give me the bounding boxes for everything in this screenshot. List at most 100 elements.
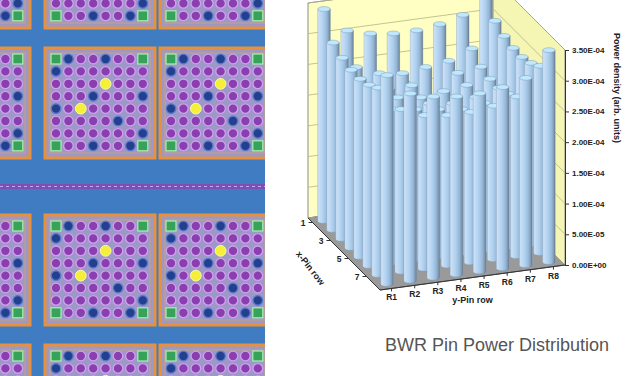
fuel-pin (203, 234, 213, 244)
gd-pin (138, 308, 148, 318)
fuel-pin (13, 296, 23, 306)
fuel-pin (203, 308, 213, 318)
fuel-pin (88, 234, 98, 244)
fuel-pin (216, 67, 226, 77)
fuel-pin (166, 0, 176, 8)
fuel-pin (113, 0, 123, 8)
fuel-pin (191, 11, 201, 21)
fuel-pin (241, 258, 251, 268)
bar-body (450, 96, 462, 277)
fuel-pin (253, 296, 263, 306)
fuel-pin (253, 116, 263, 126)
fuel-pin (179, 67, 189, 77)
fuel-pin (126, 91, 136, 101)
fuel-pin (113, 351, 123, 361)
fuel-pin (51, 283, 61, 293)
fuel-pin (101, 67, 111, 77)
fuel-pin (1, 79, 11, 89)
fuel-pin (253, 364, 263, 374)
fuel-pin (179, 258, 189, 268)
fuel-pin (241, 364, 251, 374)
fuel-pin (216, 104, 226, 114)
lattice (0, 0, 265, 376)
fuel-pin (179, 364, 189, 374)
bar-top (437, 89, 449, 94)
fuel-pin (216, 283, 226, 293)
fuel-pin (113, 141, 123, 151)
fuel-pin (88, 351, 98, 361)
fuel-pin (113, 79, 123, 89)
fuel-pin (216, 271, 226, 281)
assembly-inner (0, 53, 25, 153)
water-rod (75, 103, 86, 114)
fuel-pin (241, 246, 251, 256)
fuel-pin (1, 283, 11, 293)
fuel-pin (253, 283, 263, 293)
water-rod (215, 78, 226, 89)
fuel-pin (76, 54, 86, 64)
fuel-pin (126, 79, 136, 89)
fuel-pin (126, 129, 136, 139)
fuel-pin (1, 246, 11, 256)
fuel-pin (64, 67, 74, 77)
fuel-pin (138, 364, 148, 374)
bar-top (336, 55, 348, 60)
fuel-pin (216, 296, 226, 306)
fuel-pin (241, 351, 251, 361)
fuel-pin (113, 129, 123, 139)
fuel-pin (228, 116, 238, 126)
y-tick: 2.00E-04 (565, 138, 605, 147)
gd-pin (13, 54, 23, 64)
fuel-pin (191, 91, 201, 101)
fuel-pin (228, 0, 238, 8)
fuel-pin (179, 141, 189, 151)
lattice-background (0, 0, 265, 376)
fuel-pin (191, 308, 201, 318)
gd-pin (253, 221, 263, 231)
fuel-pin (113, 67, 123, 77)
assembly-inner (0, 350, 25, 376)
gd-pin (253, 141, 263, 151)
assembly (45, 215, 155, 325)
fuel-pin (191, 141, 201, 151)
bar-top (473, 91, 485, 96)
fuel-pin (241, 271, 251, 281)
y-tick: 0.00E+00 (565, 261, 607, 270)
assembly-inner (50, 53, 150, 153)
fuel-pin (166, 234, 176, 244)
y-tick-label: 3.00E-04 (572, 77, 605, 86)
bar (427, 94, 439, 280)
fuel-pin (138, 104, 148, 114)
fuel-pin (51, 246, 61, 256)
fuel-pin (166, 129, 176, 139)
fuel-pin (1, 91, 11, 101)
fuel-pin (203, 283, 213, 293)
gd-pin (138, 351, 148, 361)
y-tick-label: 1.00E-04 (572, 200, 605, 209)
fuel-pin (51, 116, 61, 126)
fuel-pin (1, 271, 11, 281)
assembly (160, 0, 265, 28)
fuel-pin (64, 234, 74, 244)
bar-top (354, 76, 366, 81)
y-tick: 2.50E-04 (565, 107, 605, 116)
fuel-pin (64, 246, 74, 256)
fuel-pin (51, 67, 61, 77)
bar-shade (473, 93, 485, 274)
category-axis-title: y-Pin row (452, 295, 494, 305)
fuel-pin (216, 364, 226, 374)
bar-body (381, 75, 393, 286)
bar-top (516, 55, 528, 60)
fuel-pin (64, 271, 74, 281)
fuel-pin (101, 116, 111, 126)
fuel-pin (1, 296, 11, 306)
fuel-pin (51, 258, 61, 268)
bar-top (520, 75, 532, 80)
fuel-pin (228, 221, 238, 231)
bar-top (405, 83, 417, 88)
fuel-pin (253, 258, 263, 268)
bar-top (381, 73, 393, 78)
fuel-pin (138, 0, 148, 8)
fuel-pin (13, 234, 23, 244)
bar-top (484, 76, 496, 81)
